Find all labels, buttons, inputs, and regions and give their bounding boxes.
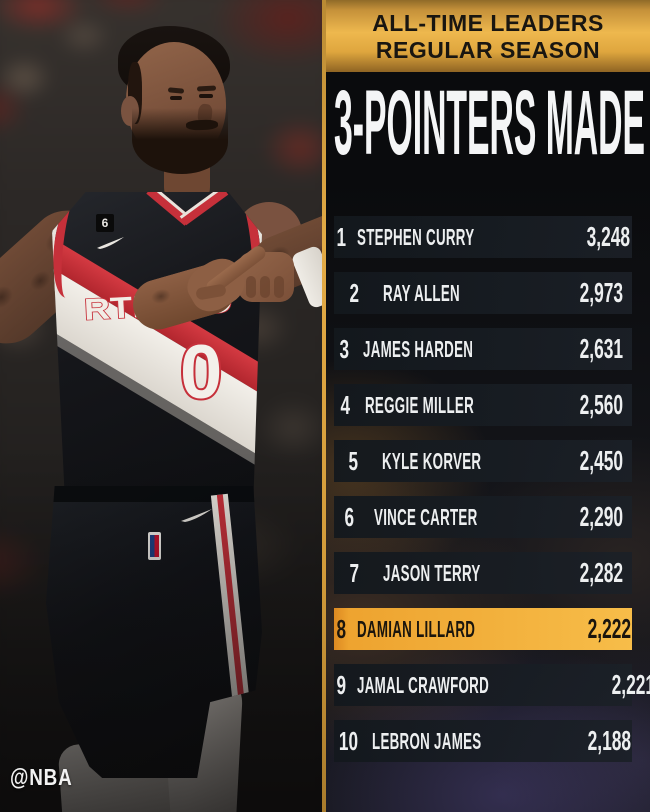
gold-accent-line: [322, 0, 326, 812]
stat-value: 2,222: [587, 613, 632, 644]
leaderboard-row: 10 LEBRON JAMES 2,188: [334, 720, 632, 762]
rank-cell: 5: [348, 445, 359, 476]
player-name: RAY ALLEN: [383, 279, 460, 306]
player-name: DAMIAN LILLARD: [357, 615, 476, 642]
player-name: LEBRON JAMES: [371, 727, 482, 754]
leaderboard-row: 5 KYLE KORVER 2,450: [334, 440, 632, 482]
svg-text:3-POINTERS MADE: 3-POINTERS MADE: [334, 84, 645, 166]
rank-cell: 7: [349, 557, 359, 588]
stat-value: 2,631: [579, 333, 623, 364]
leaderboard-list: 1 STEPHEN CURRY 3,248 2 RAY ALLEN 2,973 …: [334, 216, 650, 776]
stat-value: 2,221: [611, 669, 650, 700]
player-name: STEPHEN CURRY: [357, 223, 475, 250]
player-name: JAMAL CRAWFORD: [357, 671, 490, 698]
rank-cell: 9: [336, 669, 347, 700]
header-line1: ALL-TIME LEADERS: [372, 9, 604, 36]
player-name: KYLE KORVER: [381, 447, 482, 474]
player-photo: RTLAND 0 6: [0, 0, 322, 812]
rank-cell: 2: [349, 277, 359, 308]
leaderboard-row: 6 VINCE CARTER 2,290: [334, 496, 632, 538]
player-name: JASON TERRY: [383, 559, 481, 586]
player-name: JAMES HARDEN: [362, 335, 474, 362]
rank-cell: 10: [338, 725, 359, 756]
leaderboard-row: 3 JAMES HARDEN 2,631: [334, 328, 632, 370]
stat-value: 3,248: [586, 221, 630, 252]
player-name: REGGIE MILLER: [364, 391, 474, 418]
stat-value: 2,560: [579, 389, 623, 420]
rank-cell: 1: [336, 221, 347, 252]
stat-value: 2,973: [579, 277, 623, 308]
leaderboard-row: 4 REGGIE MILLER 2,560: [334, 384, 632, 426]
stat-value: 2,282: [579, 557, 623, 588]
rank-cell: 6: [344, 501, 355, 532]
panel-header: ALL-TIME LEADERS REGULAR SEASON: [326, 0, 650, 72]
header-line2: REGULAR SEASON: [375, 36, 601, 63]
leaderboard-row: 7 JASON TERRY 2,282: [334, 552, 632, 594]
leaderboard-row: 2 RAY ALLEN 2,973: [334, 272, 632, 314]
rank-cell: 8: [334, 608, 349, 650]
stat-value: 2,450: [579, 445, 623, 476]
rank-cell: 4: [340, 389, 350, 420]
leaderboard-row-highlighted: 8 DAMIAN LILLARD 2,222: [334, 608, 632, 650]
stat-title: 3-POINTERS MADE: [333, 84, 647, 166]
watermark: @NBA: [10, 764, 73, 790]
photo-vignette: [0, 0, 322, 812]
leaderboard-panel: ALL-TIME LEADERS REGULAR SEASON 3-POINTE…: [322, 0, 650, 812]
player-name: VINCE CARTER: [374, 503, 478, 530]
leaderboard-row: 1 STEPHEN CURRY 3,248: [334, 216, 632, 258]
leaderboard-row: 9 JAMAL CRAWFORD 2,221: [334, 664, 650, 706]
stat-value: 2,290: [579, 501, 623, 532]
rank-cell: 3: [339, 333, 349, 364]
stat-value: 2,188: [587, 725, 631, 756]
